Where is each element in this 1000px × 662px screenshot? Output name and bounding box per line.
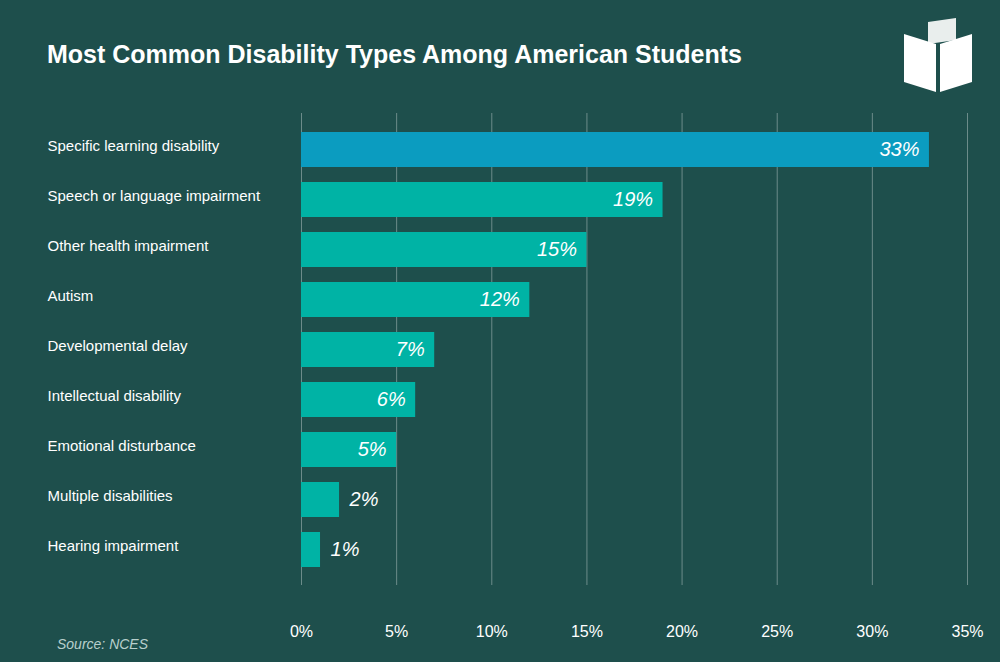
svg-text:6%: 6%: [377, 388, 406, 410]
svg-text:19%: 19%: [613, 188, 653, 210]
svg-text:Speech or language impairment: Speech or language impairment: [48, 187, 261, 204]
html-text:Most Common Disability Types A: Most Common Disability Types Among Ameri…: [47, 40, 742, 68]
svg-text:15%: 15%: [571, 623, 603, 640]
svg-text:12%: 12%: [480, 288, 520, 310]
svg-text:10%: 10%: [476, 623, 508, 640]
svg-text:35%: 35%: [951, 623, 983, 640]
svg-text:33%: 33%: [879, 138, 919, 160]
svg-text:Intellectual disability: Intellectual disability: [48, 387, 182, 404]
svg-text:25%: 25%: [761, 623, 793, 640]
svg-text:Hearing impairment: Hearing impairment: [48, 537, 180, 554]
svg-text:Autism: Autism: [48, 287, 94, 304]
svg-text:5%: 5%: [385, 623, 408, 640]
svg-text:15%: 15%: [537, 238, 577, 260]
svg-text:Multiple disabilities: Multiple disabilities: [48, 487, 173, 504]
svg-text:Developmental delay: Developmental delay: [48, 337, 189, 354]
svg-text:5%: 5%: [358, 438, 387, 460]
svg-text:Emotional disturbance: Emotional disturbance: [48, 437, 196, 454]
svg-text:Other health impairment: Other health impairment: [48, 237, 210, 254]
svg-text:Specific learning disability: Specific learning disability: [48, 137, 220, 154]
svg-text:7%: 7%: [396, 338, 425, 360]
svg-text:2%: 2%: [349, 488, 379, 510]
html-text:Source: NCES: Source: NCES: [57, 636, 148, 652]
svg-text:1%: 1%: [331, 538, 360, 560]
svg-text:0%: 0%: [290, 623, 313, 640]
svg-text:30%: 30%: [856, 623, 888, 640]
svg-text:20%: 20%: [666, 623, 698, 640]
